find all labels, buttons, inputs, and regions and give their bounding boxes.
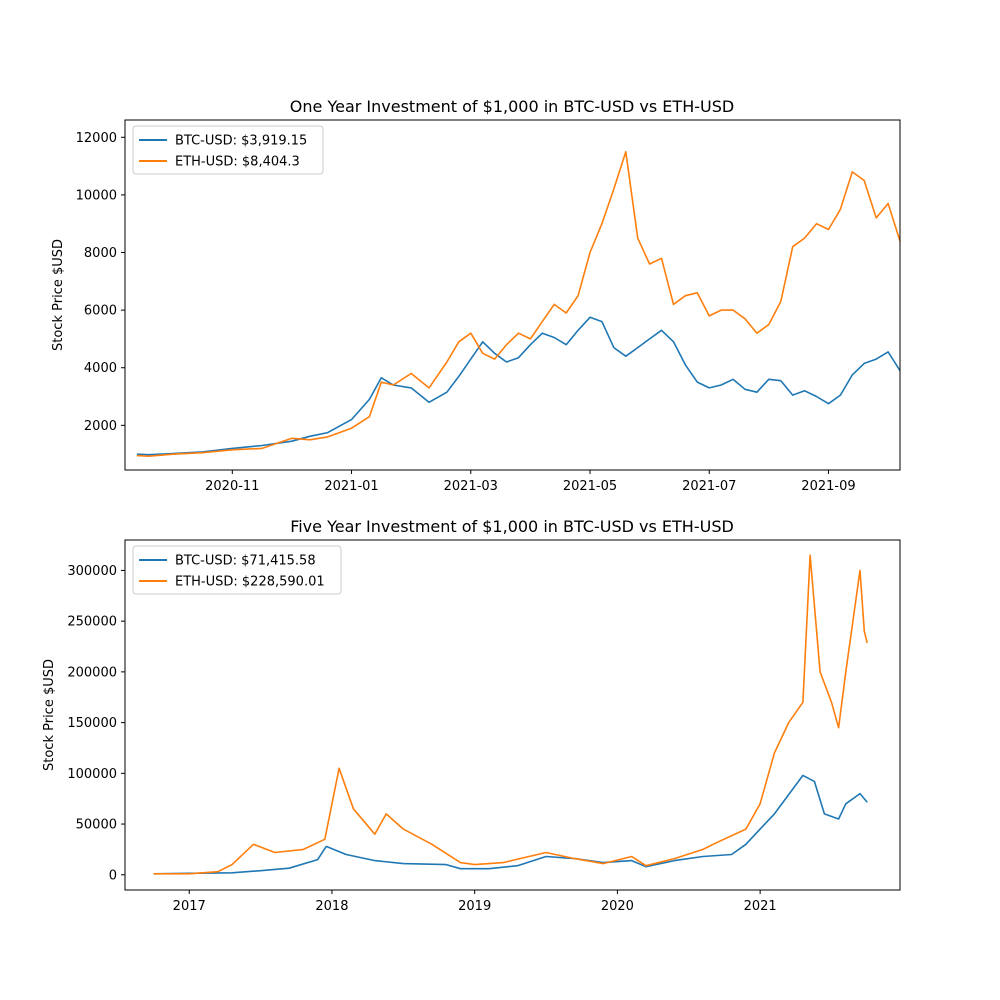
x-tick-label: 2018 bbox=[315, 899, 348, 914]
btc-usd-legend-label: BTC-USD: $3,919.15 bbox=[175, 134, 307, 149]
five-year-chart-ylabel: Stock Price $USD bbox=[42, 659, 57, 771]
x-tick-label: 2021 bbox=[744, 899, 777, 914]
y-tick-label: 6000 bbox=[84, 304, 117, 319]
y-tick-label: 100000 bbox=[67, 767, 117, 782]
eth-usd-legend-label: ETH-USD: $8,404.3 bbox=[175, 155, 300, 170]
x-tick-label: 2020-11 bbox=[205, 479, 259, 494]
x-tick-label: 2019 bbox=[458, 899, 491, 914]
x-tick-label: 2021-07 bbox=[682, 479, 736, 494]
one-year-plot-area: 2020-11 2021-01 2021-03 2021-05 2021-07 2021-… bbox=[76, 119, 901, 494]
x-tick-label: 2017 bbox=[173, 899, 206, 914]
y-tick-label: 8000 bbox=[84, 246, 117, 261]
legend: BTC-USD: $3,919.15 ETH-USD: $8,404.3 bbox=[132, 125, 324, 175]
five-year-chart: Five Year Investment of $1,000 in BTC-US… bbox=[42, 517, 901, 914]
eth-usd-legend-label: ETH-USD: $228,590.01 bbox=[175, 575, 325, 590]
y-tick-label: 10000 bbox=[76, 188, 117, 203]
y-tick-label: 4000 bbox=[84, 361, 117, 376]
x-tick-label: 2021-01 bbox=[324, 479, 378, 494]
series-lines bbox=[153, 554, 868, 875]
one-year-chart: One Year Investment of $1,000 in BTC-USD… bbox=[51, 97, 901, 494]
y-tick-label: 50000 bbox=[76, 818, 117, 833]
plot-frame bbox=[124, 539, 901, 891]
eth-usd-series-line bbox=[136, 150, 900, 457]
one-year-chart-title: One Year Investment of $1,000 in BTC-USD… bbox=[290, 97, 734, 116]
five-year-chart-title: Five Year Investment of $1,000 in BTC-US… bbox=[290, 517, 734, 536]
plot-frame bbox=[124, 119, 901, 471]
x-tick-label: 2020 bbox=[601, 899, 634, 914]
one-year-chart-ylabel: Stock Price $USD bbox=[51, 239, 66, 351]
series-lines bbox=[136, 150, 900, 457]
legend: BTC-USD: $71,415.58 ETH-USD: $228,590.01 bbox=[132, 545, 342, 595]
y-tick-label: 200000 bbox=[67, 665, 117, 680]
y-tick-label: 2000 bbox=[84, 419, 117, 434]
y-tick-label: 0 bbox=[109, 868, 117, 883]
btc-usd-series-line bbox=[136, 316, 900, 456]
y-tick-label: 12000 bbox=[76, 131, 117, 146]
x-tick-label: 2021-05 bbox=[563, 479, 617, 494]
y-tick-label: 150000 bbox=[67, 716, 117, 731]
btc-usd-legend-label: BTC-USD: $71,415.58 bbox=[175, 554, 316, 569]
x-tick-label: 2021-03 bbox=[444, 479, 498, 494]
y-tick-label: 300000 bbox=[67, 564, 117, 579]
five-year-plot-area: 2017 2018 2019 2020 2021 0 50000 100000 150000 20… bbox=[67, 539, 901, 914]
legend-box bbox=[132, 545, 342, 595]
x-tick-label: 2021-09 bbox=[801, 479, 855, 494]
y-tick-label: 250000 bbox=[67, 615, 117, 630]
eth-usd-series-line bbox=[153, 554, 868, 875]
legend-box bbox=[132, 125, 324, 175]
